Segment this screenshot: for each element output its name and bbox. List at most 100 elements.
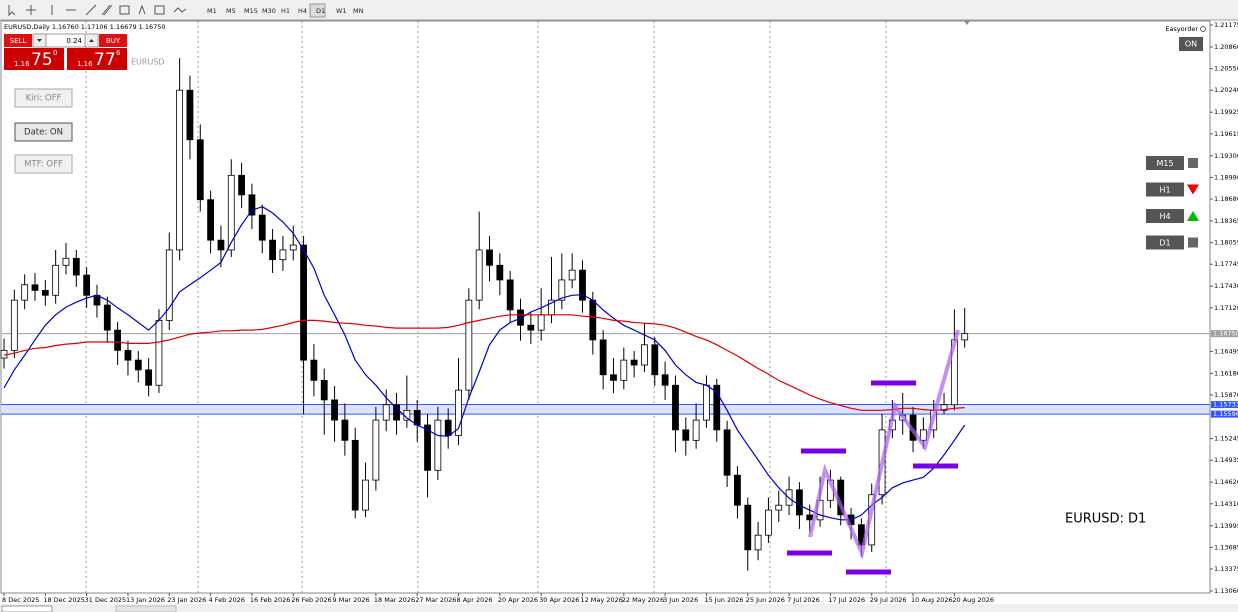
candle-body bbox=[620, 359, 628, 381]
candle-body bbox=[775, 504, 783, 511]
candle-body bbox=[486, 249, 493, 266]
candle-body bbox=[475, 249, 483, 301]
separators bbox=[85, 21, 887, 593]
bid-fraction: 0 bbox=[53, 49, 57, 57]
candle-body bbox=[176, 89, 184, 251]
candle-body bbox=[258, 214, 266, 241]
y-tick-label: 1.20550 bbox=[1214, 65, 1238, 73]
candle-body bbox=[589, 299, 597, 341]
mtf-label: D1 bbox=[1159, 239, 1170, 248]
price-label: 1.15733 bbox=[1213, 401, 1238, 409]
candle-body bbox=[630, 359, 638, 366]
y-tick-label: 1.21175 bbox=[1214, 21, 1238, 29]
candle-body bbox=[279, 249, 287, 261]
timeframe-button[interactable]: M1 bbox=[207, 7, 217, 15]
candle-body bbox=[723, 429, 731, 476]
candle-body bbox=[196, 139, 204, 201]
timeframe-button[interactable]: MN bbox=[353, 7, 364, 15]
y-tick-label: 1.13685 bbox=[1214, 543, 1238, 551]
bid-prefix: 1.16 bbox=[14, 60, 30, 68]
toggle-button[interactable] bbox=[14, 122, 73, 142]
x-tick-label: 25 Jun 2026 bbox=[746, 596, 785, 604]
panel-symbol: EURUSD bbox=[131, 58, 165, 67]
candle-body bbox=[579, 269, 586, 301]
y-tick-label: 1.17120 bbox=[1214, 304, 1238, 312]
toggle-label: MTF: OFF bbox=[24, 160, 63, 170]
chart-tab[interactable] bbox=[1, 605, 53, 612]
cursor-icon[interactable] bbox=[8, 5, 16, 17]
y-tick-label: 1.19615 bbox=[1214, 130, 1238, 138]
x-tick-label: 7 Jul 2026 bbox=[787, 596, 820, 604]
candle-body bbox=[103, 304, 111, 331]
candle-body bbox=[496, 264, 504, 281]
timeframe-button[interactable]: H1 bbox=[281, 7, 290, 15]
toggle-button[interactable] bbox=[14, 88, 73, 108]
candle-body bbox=[217, 239, 225, 251]
toggle-label: Date: ON bbox=[24, 128, 63, 138]
mtf-label: H1 bbox=[1159, 186, 1170, 195]
x-tick-label: 10 Aug 2026 bbox=[911, 596, 953, 604]
timeframe-button[interactable]: M15 bbox=[244, 7, 258, 15]
candle-body bbox=[248, 194, 256, 216]
y-tick-label: 1.14620 bbox=[1214, 478, 1238, 486]
candle-body bbox=[393, 404, 400, 421]
y-tick-label: 1.16495 bbox=[1214, 347, 1238, 355]
bid-pips: 75 bbox=[31, 50, 53, 70]
crosshair-icon[interactable] bbox=[26, 5, 36, 15]
x-tick-label: 13 Jan 2026 bbox=[126, 596, 165, 604]
buy-button[interactable] bbox=[99, 34, 127, 47]
candle-body bbox=[300, 244, 307, 361]
y-tick-label: 1.15870 bbox=[1214, 391, 1238, 399]
easyorder-label: Easyorder bbox=[1165, 25, 1198, 33]
text-icon[interactable] bbox=[138, 4, 146, 15]
candle-body bbox=[734, 474, 741, 506]
channel-icon[interactable] bbox=[101, 4, 113, 16]
x-tick-label: 26 Feb 2026 bbox=[291, 596, 331, 604]
trendline-icon[interactable] bbox=[85, 4, 97, 16]
bid-box[interactable] bbox=[4, 48, 64, 70]
mtf-signal bbox=[1188, 237, 1198, 248]
toggle-button[interactable] bbox=[14, 154, 73, 174]
sell-button[interactable] bbox=[4, 34, 32, 47]
chart-tab[interactable] bbox=[115, 605, 177, 612]
timeframe-button[interactable]: M30 bbox=[262, 7, 276, 15]
candle-body bbox=[765, 509, 772, 536]
lot-down-arrow bbox=[37, 39, 42, 42]
mtf-signal bbox=[1187, 211, 1199, 221]
candle-body bbox=[961, 333, 969, 341]
mtf-box bbox=[1146, 156, 1184, 170]
mtf-panel: M15 H1 H4 D1 bbox=[1146, 156, 1199, 250]
shapes-icon[interactable] bbox=[173, 7, 187, 13]
timeframe-button[interactable]: M5 bbox=[226, 7, 236, 15]
timeframe-button[interactable]: H4 bbox=[298, 7, 307, 15]
candle-body bbox=[207, 199, 215, 241]
candle-body bbox=[444, 419, 452, 436]
chart-area bbox=[0, 20, 1211, 594]
mtf-box bbox=[1146, 209, 1184, 223]
candle-body bbox=[134, 359, 142, 371]
y-tick-label: 1.18680 bbox=[1214, 195, 1238, 203]
moving-average bbox=[3, 314, 965, 411]
timeframe-button[interactable]: W1 bbox=[336, 7, 347, 15]
y-tick-label: 1.16180 bbox=[1214, 369, 1238, 377]
active-timeframe bbox=[309, 3, 326, 18]
candle-body bbox=[610, 374, 617, 381]
y-tick-label: 1.18365 bbox=[1214, 217, 1238, 225]
label-icon[interactable] bbox=[154, 5, 165, 15]
x-tick-label: 8 Dec 2025 bbox=[2, 596, 39, 604]
ask-box[interactable] bbox=[67, 48, 127, 70]
candle-body bbox=[52, 264, 60, 296]
candle-body bbox=[31, 284, 39, 291]
easyorder-toggle[interactable] bbox=[1179, 37, 1203, 51]
mtf-box bbox=[1146, 235, 1184, 250]
x-tick-label: 20 Apr 2026 bbox=[498, 596, 538, 604]
y-tick-label: 1.13375 bbox=[1214, 565, 1238, 573]
timeframe-button[interactable]: D1 bbox=[316, 7, 325, 15]
candle-body bbox=[455, 389, 462, 436]
x-tick-label: 20 Aug 2026 bbox=[952, 596, 994, 604]
candle-body bbox=[661, 374, 669, 386]
lot-value: 0.24 bbox=[66, 37, 82, 45]
candle-body bbox=[517, 309, 524, 326]
fibo-icon[interactable] bbox=[119, 5, 130, 15]
x-tick-label: 18 Dec 2025 bbox=[43, 596, 85, 604]
